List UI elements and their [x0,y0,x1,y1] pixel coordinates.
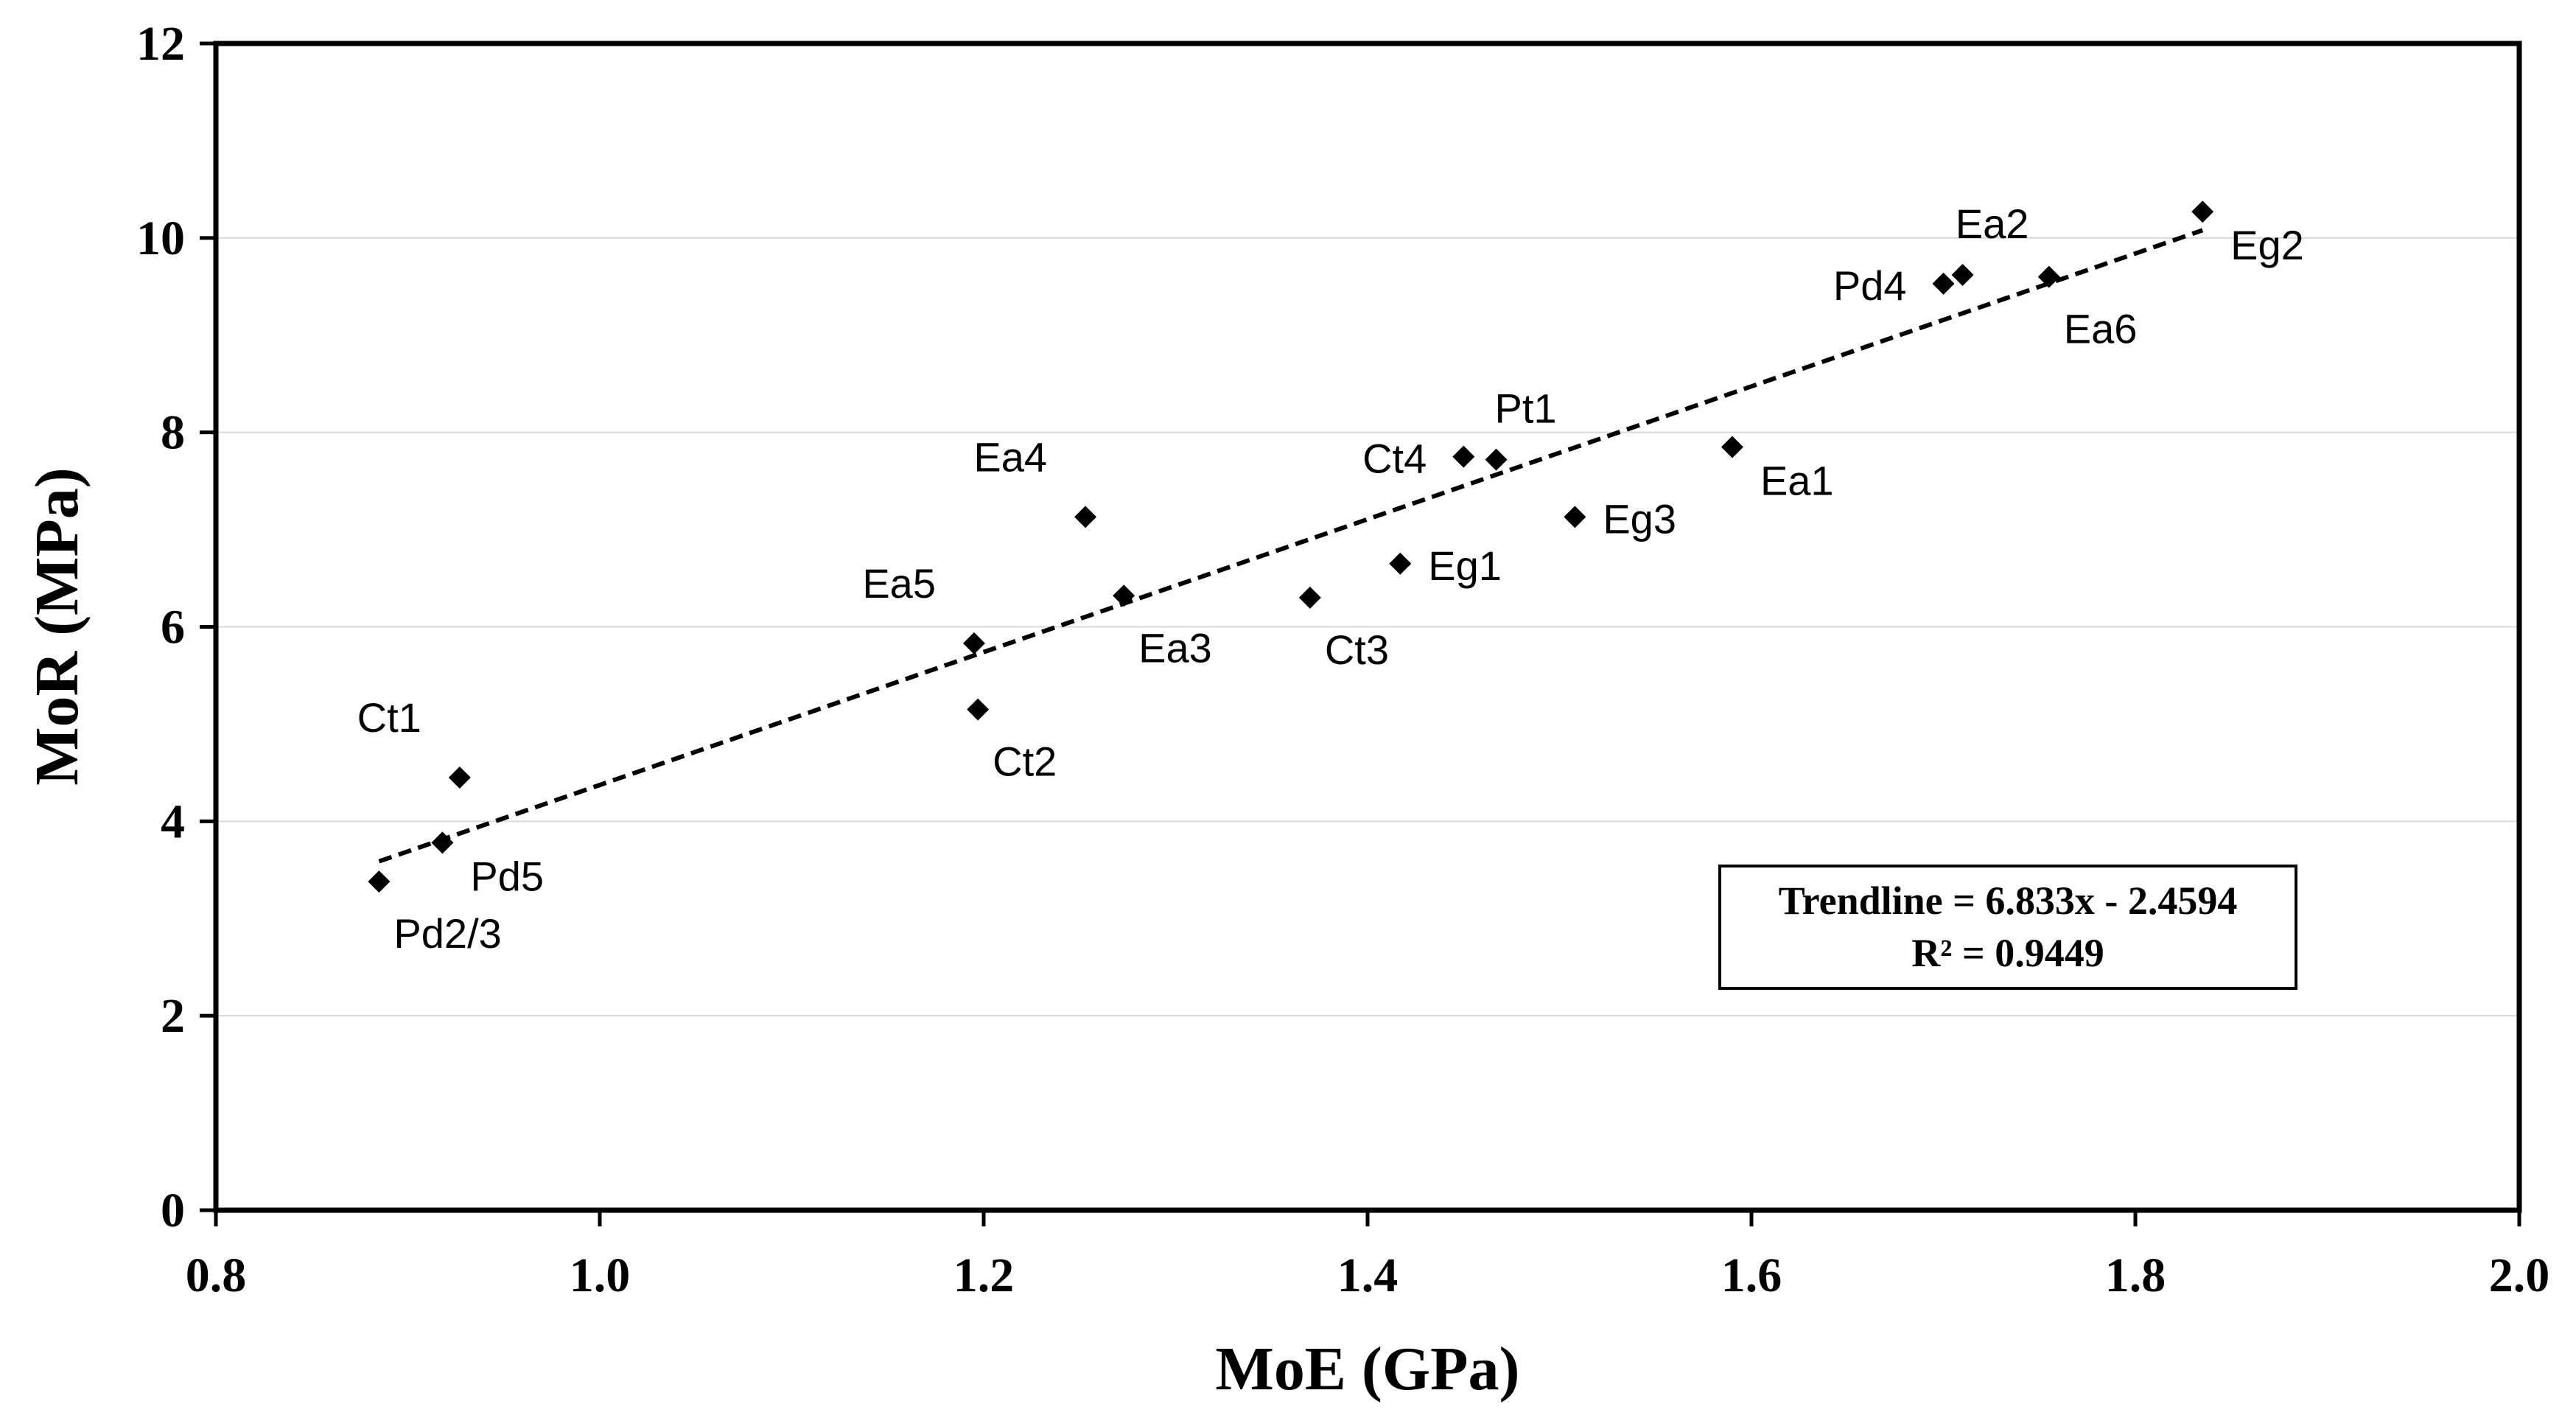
axis-ticks: 0 2 4 6 8 10 12 0.8 1.0 1.2 1.4 1.6 1.8 2.0 [136,17,2549,1302]
data-point [1951,263,1974,286]
point-label: Pd5 [470,853,544,899]
y-tick-label: 0 [161,1184,185,1237]
trendline-equation-box: Trendline = 6.833x - 2.4594 R² = 0.9449 [1718,865,2297,990]
point-label: Pt1 [1495,385,1557,432]
x-tick-label: 1.4 [1337,1249,1399,1302]
point-label: Ct2 [993,739,1057,785]
x-tick-label: 1.6 [1721,1249,1782,1302]
data-point [1113,584,1135,607]
data-point [1389,552,1412,575]
y-tick-label: 2 [161,989,185,1043]
point-label: Eg3 [1603,495,1676,542]
y-axis-title: MoR (MPa) [23,467,91,785]
data-point [962,632,985,654]
x-axis-title: MoE (GPa) [1216,1335,1520,1403]
data-point [1932,272,1955,295]
equation-box-frame [1718,865,2297,990]
point-label: Eg2 [2230,222,2304,268]
r-squared-value: R² = 0.9449 [1911,931,2104,975]
point-label: Ea5 [862,560,936,607]
data-point [1485,448,1508,471]
point-labels: Pd2/3 Pd5 Ct1 Ea5 Ct2 Ea4 Ea3 Ct3 Eg1 Ct4 Pt1 Eg3 Ea… [357,200,2304,957]
point-label: Ea3 [1138,624,1212,671]
data-point [1298,586,1321,609]
y-tick-label: 10 [136,212,185,265]
point-label: Ea6 [2064,306,2138,352]
trendline-layer [378,228,2204,864]
data-point [368,870,391,893]
data-points [368,200,2214,893]
data-point [2191,200,2214,223]
y-tick-label: 8 [161,406,185,460]
data-point [1452,445,1475,468]
data-point [1564,506,1586,528]
trendline [378,228,2204,864]
point-label: Ea1 [1760,457,1834,503]
data-point [2037,265,2060,288]
point-label: Ea2 [1956,200,2029,247]
data-point [448,766,471,789]
y-tick-label: 6 [161,601,185,654]
point-label: Ea4 [973,433,1047,480]
data-point [1721,436,1743,458]
x-tick-label: 1.2 [953,1249,1015,1302]
data-point [1074,506,1097,528]
x-tick-label: 2.0 [2489,1249,2550,1302]
point-label: Pd4 [1833,262,1907,309]
point-label: Pd2/3 [393,910,501,957]
point-label: Ct4 [1362,436,1427,482]
point-label: Ct1 [357,694,421,741]
y-tick-label: 12 [136,17,185,71]
point-label: Ct3 [1325,626,1389,673]
data-point [967,698,990,721]
gridlines [216,237,2519,1017]
x-tick-label: 1.8 [2105,1249,2166,1302]
data-point [431,831,454,854]
point-label: Eg1 [1428,542,1502,589]
x-tick-label: 0.8 [186,1249,247,1302]
y-tick-label: 4 [161,795,185,848]
x-tick-label: 1.0 [570,1249,631,1302]
trendline-equation: Trendline = 6.833x - 2.4594 [1779,879,2238,923]
